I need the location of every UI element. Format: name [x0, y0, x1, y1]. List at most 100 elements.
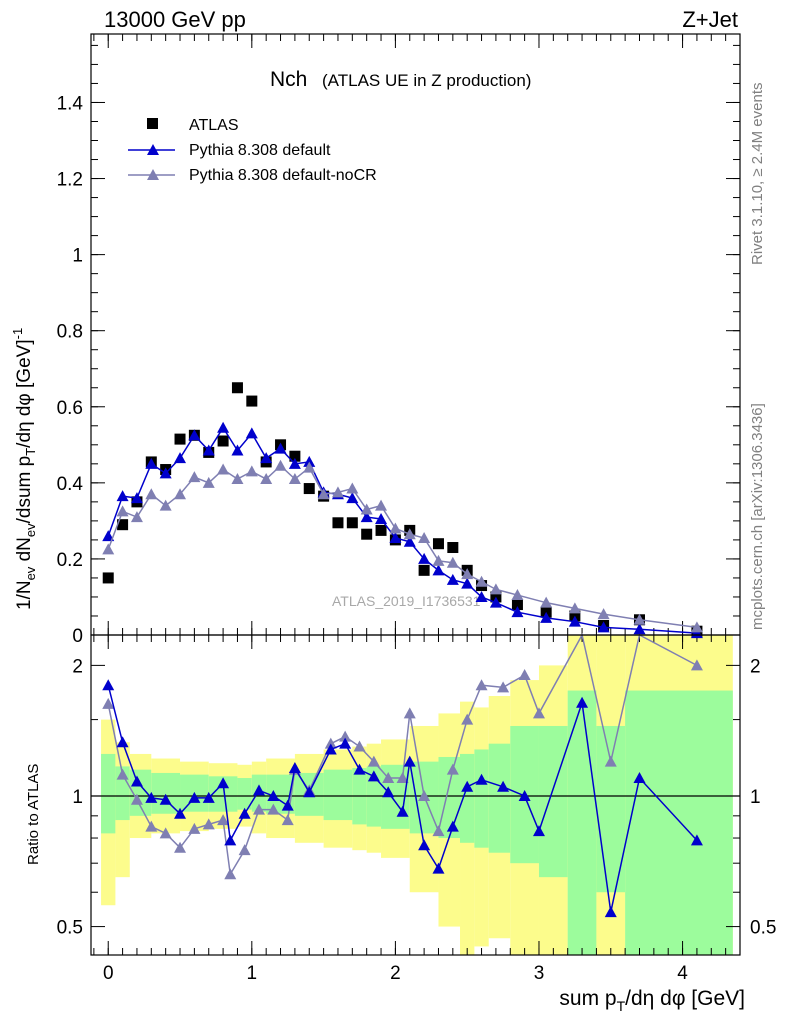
series-2-point-31	[597, 608, 610, 620]
series-line-1	[107, 426, 697, 634]
series-0-point-13	[289, 450, 301, 462]
x-tick-label-0: 0	[103, 963, 114, 984]
series-1-point-0	[102, 530, 115, 542]
ratio-1-point-19	[367, 755, 380, 767]
process-label: Z+Jet	[682, 7, 738, 32]
mcplots-label: mcplots.cern.ch [arXiv:1306.3436]	[749, 403, 766, 630]
y-tick-label-main-7: 1.4	[57, 93, 84, 114]
series-1-point-14	[303, 455, 316, 467]
ratio-0-point-23	[418, 839, 431, 851]
series-1-point-28	[511, 606, 524, 618]
y-tick-label-main-5: 1	[72, 246, 83, 267]
y-tick-label-ratio-right-1: 1	[750, 787, 761, 808]
main-series-layer	[102, 382, 703, 639]
ratio-0-point-8	[217, 777, 230, 789]
series-1-point-29	[540, 611, 553, 623]
ratio-1-point-7	[202, 818, 215, 830]
series-0-point-17	[346, 517, 358, 529]
ratio-1-point-4	[159, 827, 172, 839]
ratio-0-point-22	[403, 755, 416, 767]
ratio-1-point-21	[396, 772, 409, 784]
series-2-point-20	[389, 522, 402, 534]
ratio-0-point-1	[116, 736, 129, 748]
ratio-0-point-0	[102, 679, 115, 691]
band-inner-20	[538, 725, 568, 878]
series-2-point-13	[288, 473, 301, 485]
series-0-point-8	[217, 435, 229, 447]
ratio-0-point-11	[252, 784, 265, 796]
y-tick-label-main-2: 0.4	[57, 474, 84, 495]
series-1-point-11	[260, 452, 273, 464]
ratio-1-point-22	[403, 707, 416, 719]
series-1-point-26	[475, 590, 488, 602]
series-2-point-24	[446, 556, 459, 568]
ratio-0-point-17	[339, 737, 352, 749]
series-1-point-1	[116, 490, 129, 502]
y-tick-label-ratio-right-2: 2	[750, 656, 761, 677]
series-1-point-3	[145, 457, 158, 469]
ratio-1-point-27	[475, 679, 488, 691]
ratio-1-point-12	[267, 803, 280, 815]
ratio-0-point-25	[446, 820, 459, 832]
series-0-point-14	[303, 483, 315, 495]
energy-label: 13000 GeV pp	[104, 7, 246, 32]
ratio-0-point-4	[159, 793, 172, 805]
series-line-2	[107, 464, 698, 629]
y-tick-label-main-3: 0.6	[57, 398, 83, 419]
series-2-point-29	[540, 596, 553, 608]
series-2-point-1	[116, 505, 129, 517]
ratio-1-point-13	[281, 814, 294, 826]
x-tick-label-4: 4	[677, 963, 688, 984]
series-2-point-16	[331, 486, 344, 498]
ratio-1-point-1	[116, 768, 129, 780]
ratio-0-point-31	[576, 696, 589, 708]
ratio-0-point-12	[267, 789, 280, 801]
ratio-0-point-15	[303, 786, 316, 798]
ratio-1-point-26	[461, 713, 474, 725]
series-0-point-1	[117, 519, 129, 531]
ratio-1-point-34	[690, 659, 703, 671]
series-2-point-19	[375, 499, 388, 511]
series-1-point-21	[403, 535, 416, 547]
series-1-point-18	[360, 511, 373, 523]
ratio-0-point-6	[188, 791, 201, 803]
band-inner-15	[438, 756, 461, 839]
y-tick-label-ratio-2: 2	[72, 656, 83, 677]
ratio-0-point-16	[324, 743, 337, 755]
ratio-0-point-32	[604, 906, 617, 918]
ratio-0-point-26	[461, 780, 474, 792]
ratio-1-point-29	[518, 669, 531, 681]
ratio-1-point-5	[174, 841, 187, 853]
ratio-1-point-6	[188, 822, 201, 834]
ratio-0-point-33	[633, 772, 646, 784]
series-2-point-10	[245, 465, 258, 477]
series-0-point-0	[102, 572, 114, 584]
ratio-1-point-25	[446, 763, 459, 775]
band-inner-6	[237, 778, 252, 810]
y-axis-label-main: 1/Nev dNev/dsum pT/dη dφ [GeV]-1	[10, 328, 38, 610]
series-1-point-9	[231, 444, 244, 456]
series-2-point-4	[159, 499, 172, 511]
series-1-point-7	[202, 444, 215, 456]
series-1-point-27	[489, 596, 502, 608]
series-2-point-17	[346, 482, 359, 494]
series-2-point-5	[174, 488, 187, 500]
series-2-point-25	[461, 568, 474, 580]
series-1-point-20	[389, 532, 402, 544]
legend-label-nocr: Pythia 8.308 default-noCR	[189, 167, 377, 184]
series-1-point-24	[446, 573, 459, 585]
ratio-0-point-2	[130, 775, 143, 787]
series-1-point-19	[375, 512, 388, 524]
series-2-point-0	[102, 543, 115, 555]
series-2-point-7	[202, 476, 215, 488]
series-0-point-28	[511, 599, 523, 611]
series-0-point-22	[418, 564, 430, 576]
series-0-point-9	[231, 382, 243, 394]
series-1-point-31	[597, 621, 610, 633]
series-1-point-6	[188, 429, 201, 441]
legend: ATLAS Pythia 8.308 default Pythia 8.308 …	[128, 117, 377, 184]
ratio-0-point-5	[174, 807, 187, 819]
x-tick-label-1: 1	[247, 963, 258, 984]
band-inner-18	[488, 743, 511, 853]
series-1-point-4	[159, 467, 172, 479]
